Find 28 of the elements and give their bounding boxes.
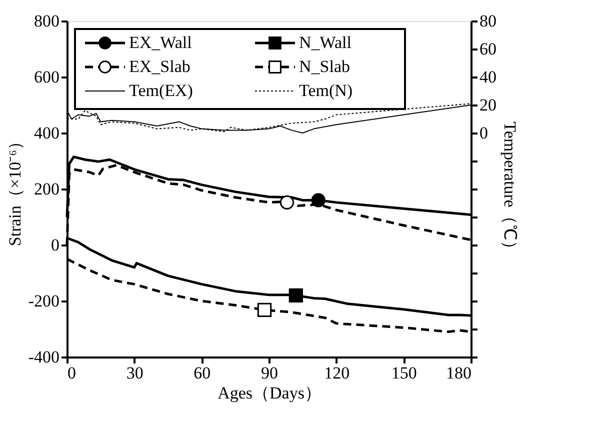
y-tick-label: 0 [51, 236, 60, 254]
x-tick-label: 60 [194, 364, 211, 382]
legend-label: Tem(EX) [129, 81, 193, 100]
y2-tick-label: 60 [480, 40, 496, 58]
x-tick-label: 120 [324, 364, 350, 382]
legend-label: N_Wall [299, 33, 352, 52]
y-tick-label: -400 [28, 348, 60, 366]
x-tick-label: 30 [126, 364, 144, 382]
y-axis-title: Strain（×10⁻⁶） [5, 132, 24, 246]
y-tick-label: -200 [28, 292, 60, 310]
x-axis-title: Ages（Days） [218, 384, 322, 402]
x-tick-label: 0 [68, 364, 76, 382]
y-tick-label: 600 [34, 68, 60, 86]
x-tick-label: 180 [446, 364, 472, 382]
y2-axis-title: Temperature（℃） [500, 122, 520, 258]
y2-tick-label: 0 [480, 124, 488, 142]
y2-tick-label: 20 [480, 96, 496, 114]
x-tick-label: 150 [391, 364, 417, 382]
y2-tick-label: 40 [480, 68, 496, 86]
y-tick-label: 800 [34, 12, 60, 30]
legend-label: N_Slab [299, 57, 350, 76]
y-tick-label: 200 [34, 180, 60, 198]
legend-label: Tem(N) [299, 81, 353, 100]
y2-tick-label: 80 [480, 12, 496, 30]
y-tick-label: 400 [34, 124, 60, 142]
legend-label: EX_Slab [129, 57, 190, 76]
x-tick-label: 90 [261, 364, 278, 382]
legend-label: EX_Wall [129, 33, 192, 52]
